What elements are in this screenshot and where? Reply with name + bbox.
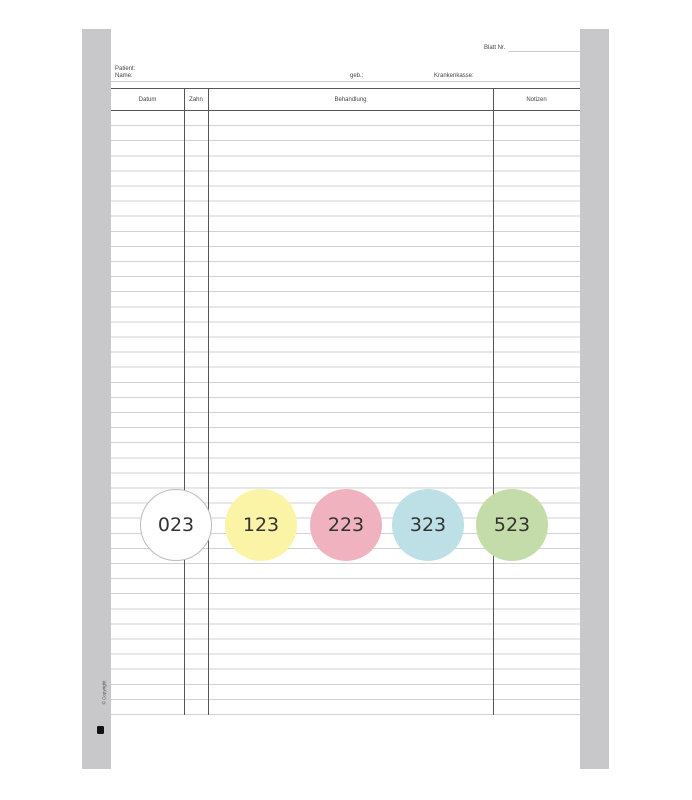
publisher-logo-icon	[97, 726, 104, 734]
color-label-blue: 323	[392, 489, 464, 561]
header-divider	[111, 110, 580, 111]
name-label: Name:	[115, 73, 133, 79]
column-header-notes: Notizen	[526, 97, 547, 103]
color-label-green: 523	[476, 489, 548, 561]
name-field-line[interactable]	[111, 81, 580, 82]
label-number: 223	[327, 514, 365, 536]
label-number: 023	[157, 514, 195, 536]
column-header-tooth: Zahn	[189, 97, 203, 103]
left-margin-bar	[82, 29, 111, 769]
color-label-white: 023	[140, 489, 212, 561]
copyright-text: © Copyright	[101, 680, 107, 705]
column-header-treatment: Behandlung	[334, 97, 367, 103]
right-margin-bar	[580, 29, 609, 769]
sheet-number-field[interactable]	[508, 51, 580, 52]
patient-label: Patient:	[115, 66, 136, 72]
label-number: 123	[242, 514, 280, 536]
color-label-pink: 223	[310, 489, 382, 561]
label-number: 323	[409, 514, 447, 536]
color-label-yellow: 123	[225, 489, 297, 561]
column-divider	[184, 89, 185, 715]
label-number: 523	[493, 514, 531, 536]
column-divider	[208, 89, 209, 715]
sheet-number-label: Blatt Nr.	[484, 45, 506, 51]
column-divider	[493, 89, 494, 715]
table-header	[111, 89, 580, 110]
column-header-date: Datum	[138, 97, 157, 103]
insurance-label: Krankenkasse:	[434, 73, 474, 79]
treatment-table: Datum Zahn Behandlung Notizen	[111, 88, 580, 715]
dob-label: geb.:	[350, 73, 364, 79]
